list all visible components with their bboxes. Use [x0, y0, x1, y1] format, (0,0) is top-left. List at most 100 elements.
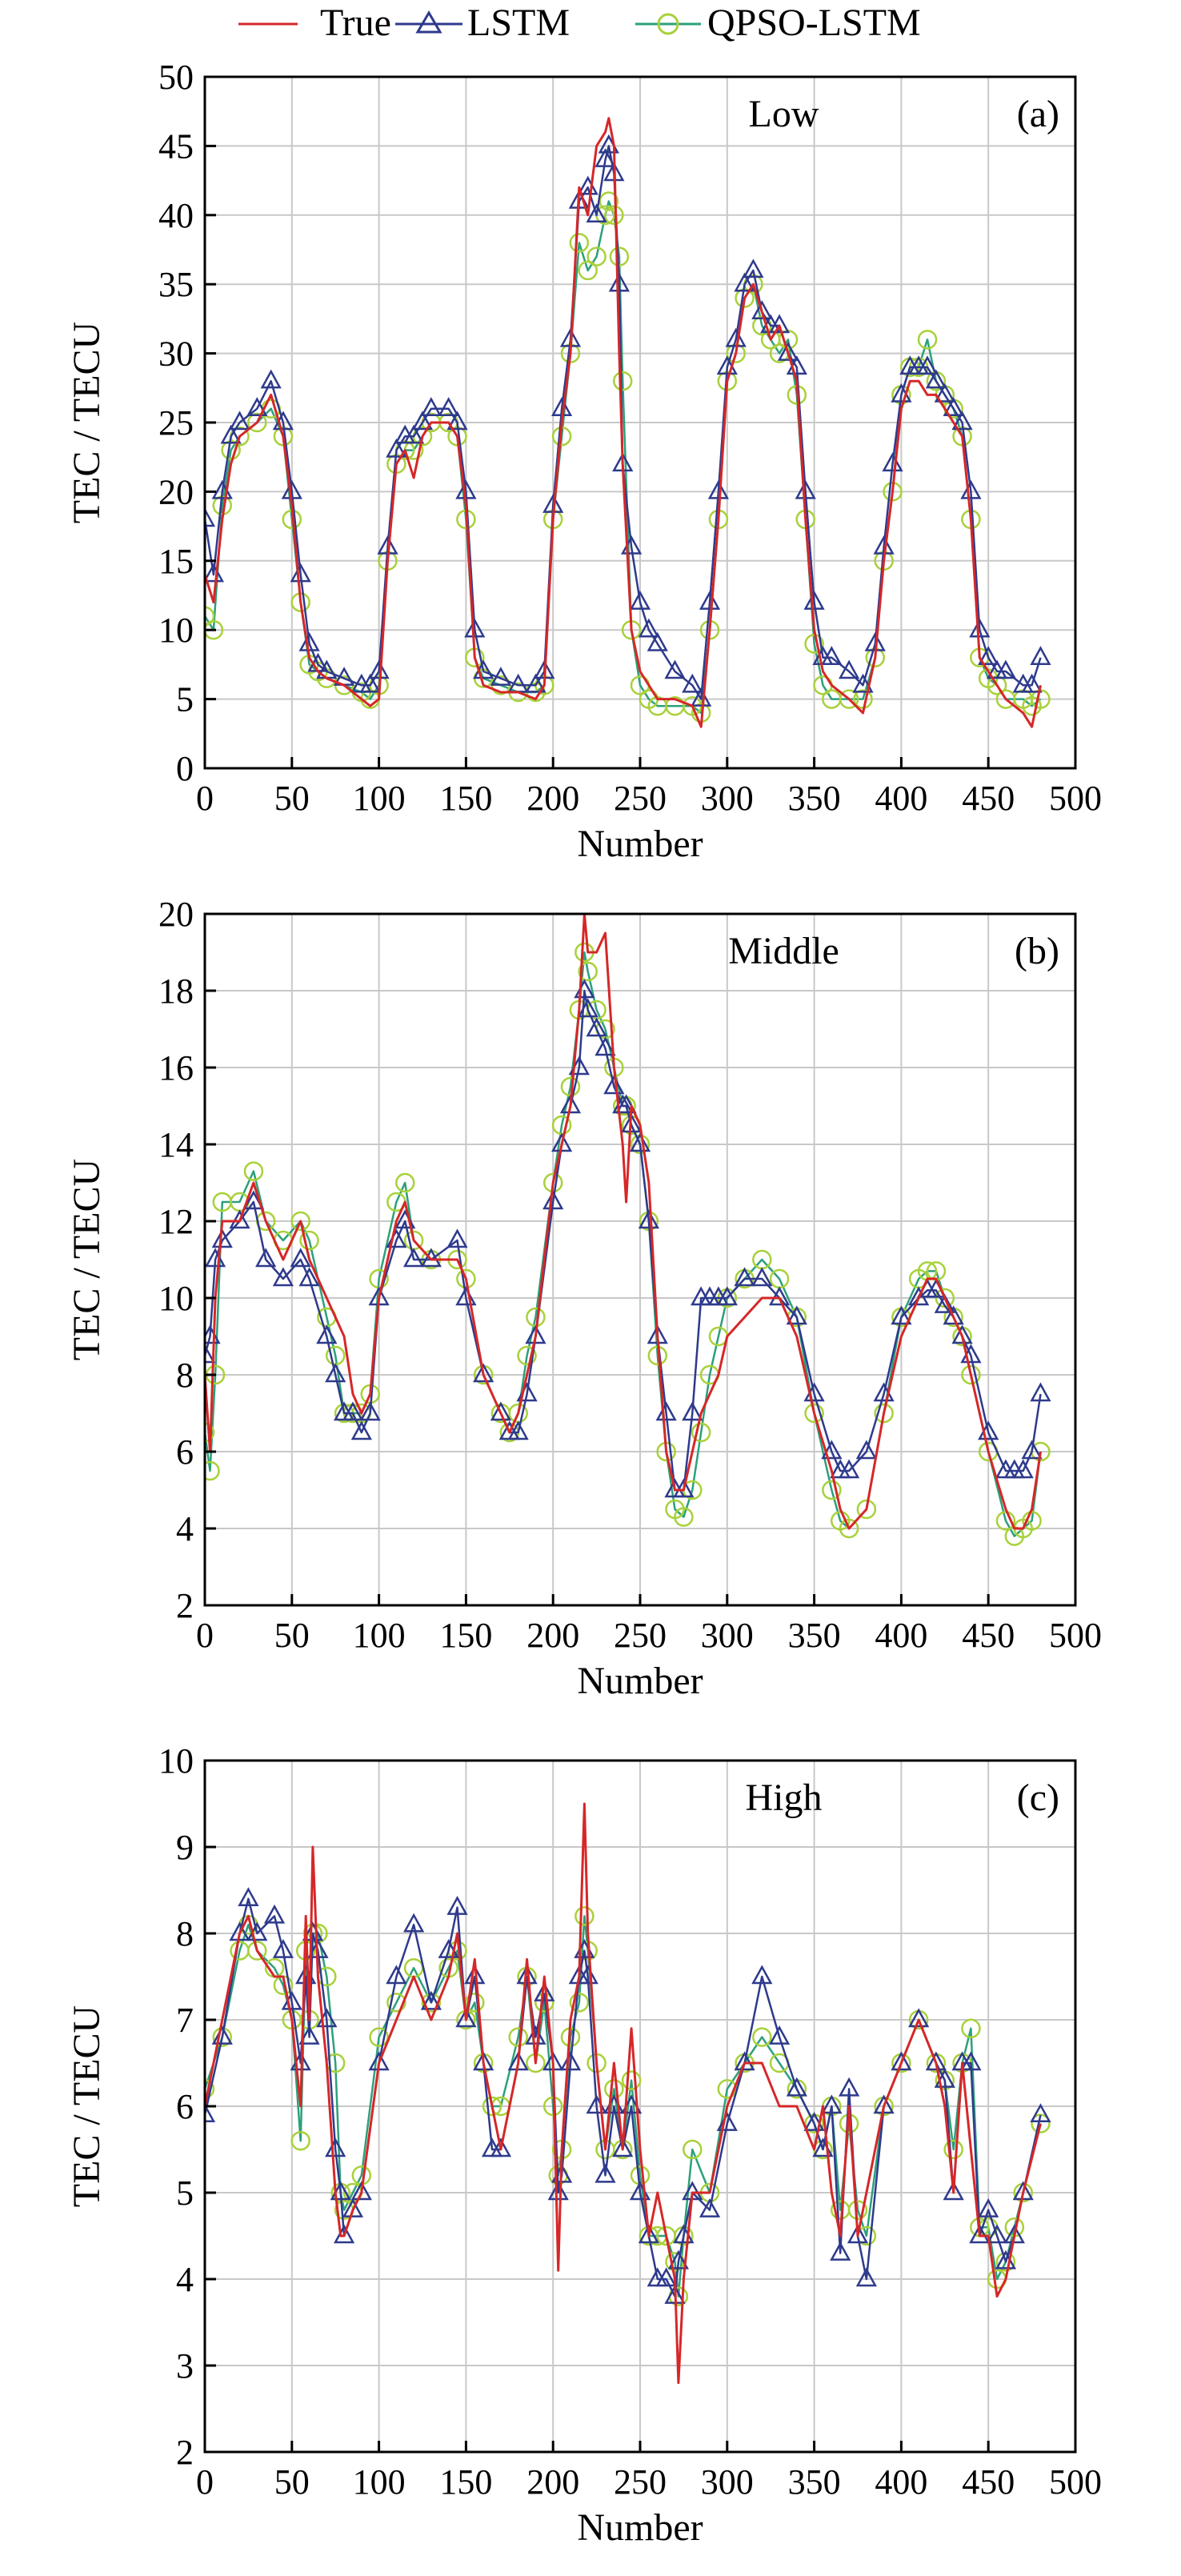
data-point-lstm	[325, 1363, 346, 1383]
series-qpso	[205, 942, 1051, 1546]
data-point-qpso	[726, 343, 746, 363]
data-point-lstm	[350, 2181, 372, 2201]
data-point-lstm	[525, 2025, 546, 2045]
data-point-qpso	[482, 2096, 502, 2117]
y-tick-label: 16	[158, 1048, 194, 1088]
data-point-lstm	[951, 1324, 973, 1344]
data-point-lstm	[238, 1887, 259, 1907]
y-axis-title: TEC / TECU	[66, 2005, 108, 2207]
y-tick-label: 4	[176, 2260, 194, 2299]
data-point-lstm	[205, 1344, 216, 1364]
legend-qpso-label: QPSO-LSTM	[707, 2, 921, 44]
legend-true-label: True	[320, 2, 391, 44]
plot-area	[205, 914, 1051, 1546]
x-tick-label: 450	[962, 1616, 1015, 1655]
x-tick-label: 200	[526, 2462, 579, 2502]
data-point-lstm	[768, 1286, 791, 1306]
y-tick-label: 12	[158, 1202, 194, 1241]
data-point-qpso	[822, 1480, 842, 1500]
data-point-lstm	[386, 1965, 407, 1985]
region-label: High	[746, 1777, 823, 1819]
data-point-lstm	[1003, 1459, 1025, 1479]
x-tick-label: 150	[439, 1616, 492, 1655]
data-point-lstm	[342, 1401, 364, 1421]
data-point-lstm	[420, 397, 442, 416]
data-point-lstm	[490, 2137, 512, 2157]
chart-panels: 0 50 100 150 200 250 300 350 400 450 5000510152025…	[66, 58, 1102, 2549]
panel-tag: (a)	[1017, 93, 1059, 135]
x-tick-label: 450	[962, 2462, 1015, 2502]
data-point-lstm	[768, 314, 791, 334]
series-true	[205, 1802, 1042, 2385]
data-point-lstm	[777, 342, 799, 361]
data-point-lstm	[350, 1420, 372, 1440]
data-point-lstm	[960, 2051, 982, 2071]
panel-c: 0 50 100 150 200 250 300 350 400 450 500 2 3 4 5 6 7 8 9 10…	[66, 1741, 1102, 2549]
y-tick-label: 14	[158, 1125, 194, 1164]
data-point-lstm	[691, 687, 712, 707]
data-point-qpso	[247, 412, 267, 433]
data-point-qpso	[517, 1345, 537, 1366]
data-point-lstm	[205, 563, 224, 583]
data-point-lstm	[821, 2094, 843, 2114]
data-point-lstm	[716, 1286, 738, 1306]
data-point-lstm	[490, 1401, 512, 1421]
y-tick-label: 9	[176, 1828, 194, 1867]
data-point-lstm	[925, 369, 947, 389]
data-point-lstm	[559, 1094, 582, 1114]
data-point-qpso	[205, 619, 224, 640]
data-point-lstm	[969, 618, 991, 638]
data-point-lstm	[795, 479, 816, 499]
x-tick-label: 400	[875, 2462, 927, 2502]
x-tick-label: 350	[788, 1616, 841, 1655]
region-label: Low	[749, 93, 819, 135]
data-point-lstm	[803, 591, 825, 610]
data-point-lstm	[298, 2025, 320, 2045]
data-point-lstm	[577, 998, 599, 1018]
data-point-qpso	[569, 1993, 590, 2013]
data-point-qpso	[369, 2027, 389, 2047]
data-point-lstm	[595, 1036, 616, 1056]
series-line-qpso	[205, 951, 1042, 1537]
series-true	[205, 914, 1042, 1530]
data-point-qpso	[752, 2027, 772, 2047]
y-tick-label: 2	[176, 2433, 194, 2472]
data-point-lstm	[542, 1190, 564, 1210]
series-line-true	[205, 1802, 1042, 2385]
data-point-lstm	[420, 1248, 442, 1268]
data-point-lstm	[699, 1286, 721, 1306]
y-tick-label: 40	[158, 196, 194, 235]
data-point-lstm	[786, 2077, 807, 2097]
data-point-lstm	[1030, 2103, 1051, 2123]
y-tick-label: 10	[158, 1279, 194, 1318]
data-point-lstm	[1012, 2181, 1034, 2201]
data-point-qpso	[299, 1230, 319, 1251]
data-point-qpso	[804, 1403, 824, 1424]
y-tick-label: 6	[176, 2087, 194, 2126]
data-point-lstm	[403, 1248, 425, 1268]
data-point-lstm	[473, 2051, 494, 2071]
x-tick-label: 100	[353, 779, 406, 818]
data-point-lstm	[359, 1401, 381, 1421]
data-point-lstm	[464, 618, 486, 638]
data-point-qpso	[247, 1941, 267, 1961]
data-point-lstm	[934, 1294, 955, 1313]
region-label: Middle	[728, 930, 839, 972]
legend-lstm-label: LSTM	[467, 2, 570, 44]
x-tick-label: 400	[875, 779, 927, 818]
y-tick-label: 50	[158, 58, 194, 97]
y-tick-label: 6	[176, 1432, 194, 1472]
series-lstm	[205, 979, 1051, 1498]
data-point-lstm	[751, 300, 773, 320]
data-point-lstm	[629, 1132, 651, 1152]
data-point-lstm	[734, 272, 755, 292]
data-point-qpso	[961, 2018, 981, 2039]
data-point-qpso	[599, 191, 619, 211]
x-axis-title: Number	[577, 1660, 703, 1702]
data-point-lstm	[839, 659, 860, 679]
data-point-qpso	[586, 246, 607, 266]
data-point-lstm	[368, 659, 390, 679]
y-tick-label: 20	[158, 895, 194, 934]
